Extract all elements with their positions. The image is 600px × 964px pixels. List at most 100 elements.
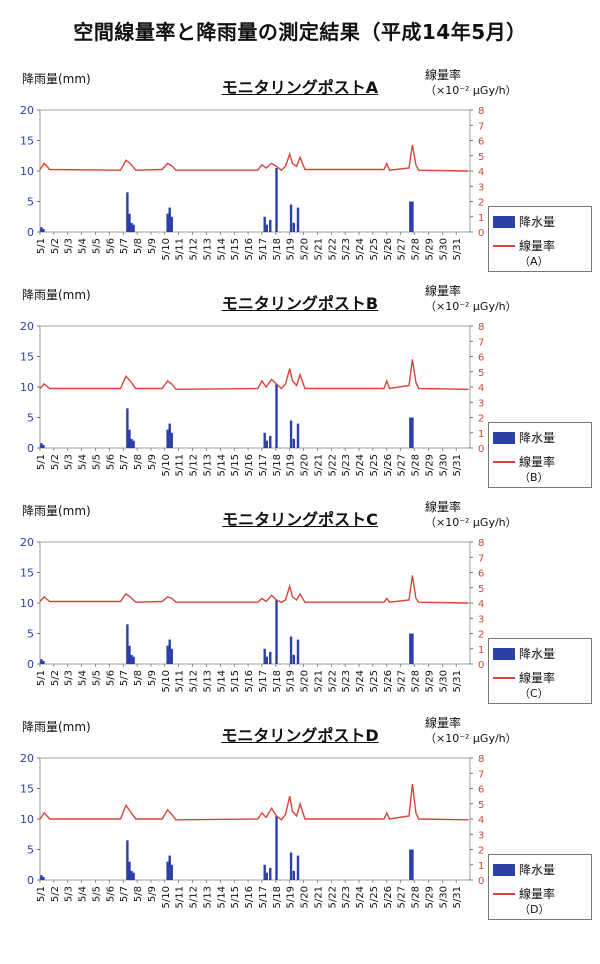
dose-line bbox=[39, 575, 469, 604]
right-tick-label: 6 bbox=[478, 785, 484, 796]
x-tick-label: 5/24 bbox=[355, 238, 366, 260]
left-tick-label: 5 bbox=[27, 628, 34, 641]
x-tick-label: 5/12 bbox=[189, 886, 200, 908]
left-tick-label: 10 bbox=[20, 813, 34, 826]
x-tick-label: 5/13 bbox=[202, 670, 213, 692]
legend-rain-swatch bbox=[493, 863, 515, 876]
right-tick-label: 1 bbox=[478, 861, 484, 872]
x-tick-label: 5/21 bbox=[313, 670, 324, 692]
x-tick-label: 5/15 bbox=[230, 454, 241, 476]
left-tick-label: 0 bbox=[27, 874, 34, 887]
rain-bar bbox=[128, 645, 131, 664]
rain-bar bbox=[411, 201, 414, 232]
x-tick-label: 5/5 bbox=[91, 238, 102, 254]
x-tick-label: 5/5 bbox=[91, 670, 102, 686]
x-tick-label: 5/12 bbox=[189, 454, 200, 476]
x-tick-label: 5/26 bbox=[383, 454, 394, 476]
x-tick-label: 5/2 bbox=[50, 238, 61, 254]
right-tick-label: 7 bbox=[478, 337, 484, 348]
rain-bar bbox=[42, 444, 45, 448]
rain-bar bbox=[42, 876, 45, 880]
rain-bar bbox=[263, 432, 266, 448]
x-tick-label: 5/4 bbox=[78, 886, 89, 902]
left-tick-label: 15 bbox=[20, 351, 34, 364]
rain-bar bbox=[168, 639, 171, 664]
right-tick-label: 2 bbox=[478, 630, 484, 641]
x-tick-label: 5/20 bbox=[300, 238, 311, 260]
x-tick-label: 5/1 bbox=[36, 886, 47, 902]
legend-rain-label: 降水量 bbox=[519, 647, 556, 661]
left-axis-label: 降雨量(mm) bbox=[22, 504, 91, 518]
x-tick-label: 5/29 bbox=[424, 670, 435, 692]
rain-bar bbox=[289, 420, 293, 448]
x-tick-label: 5/22 bbox=[327, 454, 338, 476]
rain-bar bbox=[132, 656, 135, 664]
right-tick-label: 8 bbox=[478, 538, 484, 549]
x-tick-label: 5/9 bbox=[147, 454, 158, 470]
x-tick-label: 5/9 bbox=[147, 670, 158, 686]
right-tick-label: 3 bbox=[478, 830, 484, 841]
x-tick-label: 5/19 bbox=[286, 238, 297, 260]
x-tick-label: 5/7 bbox=[119, 238, 130, 254]
x-tick-label: 5/22 bbox=[327, 238, 338, 260]
right-axis-label: 線量率 bbox=[425, 716, 462, 730]
chart-panel-c: 0 5 10 15 20 0 1 2 3 4 5 6 7 8 5/1 5/2 5/3 5/4 5/5 5/6 5/7 5/… bbox=[0, 500, 600, 720]
rain-bar bbox=[411, 417, 414, 448]
rain-bar bbox=[275, 383, 278, 448]
right-tick-label: 8 bbox=[478, 754, 484, 765]
rain-bar bbox=[130, 870, 133, 880]
right-tick-label: 3 bbox=[478, 398, 484, 409]
x-tick-label: 5/7 bbox=[119, 670, 130, 686]
x-tick-label: 5/4 bbox=[78, 454, 89, 470]
legend-dose-label: 線量率 bbox=[519, 239, 556, 253]
rain-bar bbox=[166, 861, 169, 880]
right-axis-label: 線量率 bbox=[425, 500, 462, 514]
x-tick-label: 5/4 bbox=[78, 238, 89, 254]
x-tick-label: 5/23 bbox=[341, 670, 352, 692]
x-tick-label: 5/28 bbox=[411, 454, 422, 476]
right-tick-label: 4 bbox=[478, 383, 484, 394]
x-tick-label: 5/26 bbox=[383, 886, 394, 908]
x-tick-label: 5/2 bbox=[50, 670, 61, 686]
x-tick-label: 5/16 bbox=[244, 238, 255, 260]
rain-bar bbox=[166, 429, 169, 448]
rain-bar bbox=[275, 815, 278, 880]
x-tick-label: 5/28 bbox=[411, 238, 422, 260]
left-tick-label: 10 bbox=[20, 165, 34, 178]
rain-bar bbox=[409, 633, 412, 664]
x-tick-label: 5/22 bbox=[327, 886, 338, 908]
left-tick-label: 5 bbox=[27, 844, 34, 857]
x-tick-label: 5/14 bbox=[216, 670, 227, 692]
x-tick-label: 5/31 bbox=[452, 886, 463, 908]
x-tick-label: 5/5 bbox=[91, 454, 102, 470]
legend-dose-suffix: （C） bbox=[519, 687, 549, 700]
rain-bar bbox=[130, 438, 133, 448]
x-tick-label: 5/20 bbox=[300, 886, 311, 908]
chart-title: モニタリングポストD bbox=[221, 726, 379, 745]
x-tick-label: 5/6 bbox=[105, 454, 116, 470]
x-tick-label: 5/10 bbox=[161, 238, 172, 260]
x-tick-label: 5/16 bbox=[244, 454, 255, 476]
x-tick-label: 5/18 bbox=[272, 238, 283, 260]
right-tick-label: 6 bbox=[478, 569, 484, 580]
rain-bar bbox=[292, 438, 296, 448]
right-tick-label: 8 bbox=[478, 322, 484, 333]
left-tick-label: 5 bbox=[27, 412, 34, 425]
rain-bar bbox=[263, 216, 266, 232]
right-tick-label: 2 bbox=[478, 198, 484, 209]
x-tick-label: 5/8 bbox=[133, 886, 144, 902]
x-tick-label: 5/25 bbox=[369, 238, 380, 260]
rain-bar bbox=[126, 624, 129, 664]
x-tick-label: 5/23 bbox=[341, 886, 352, 908]
rain-bar bbox=[170, 216, 173, 232]
x-tick-label: 5/23 bbox=[341, 454, 352, 476]
left-tick-label: 20 bbox=[20, 104, 34, 117]
rain-bar bbox=[263, 864, 266, 880]
x-tick-label: 5/13 bbox=[202, 238, 213, 260]
x-tick-label: 5/13 bbox=[202, 454, 213, 476]
right-tick-label: 7 bbox=[478, 121, 484, 132]
rain-bar bbox=[130, 222, 133, 232]
rain-bar bbox=[168, 423, 171, 448]
rain-bar bbox=[170, 648, 173, 664]
rain-bar bbox=[292, 870, 296, 880]
